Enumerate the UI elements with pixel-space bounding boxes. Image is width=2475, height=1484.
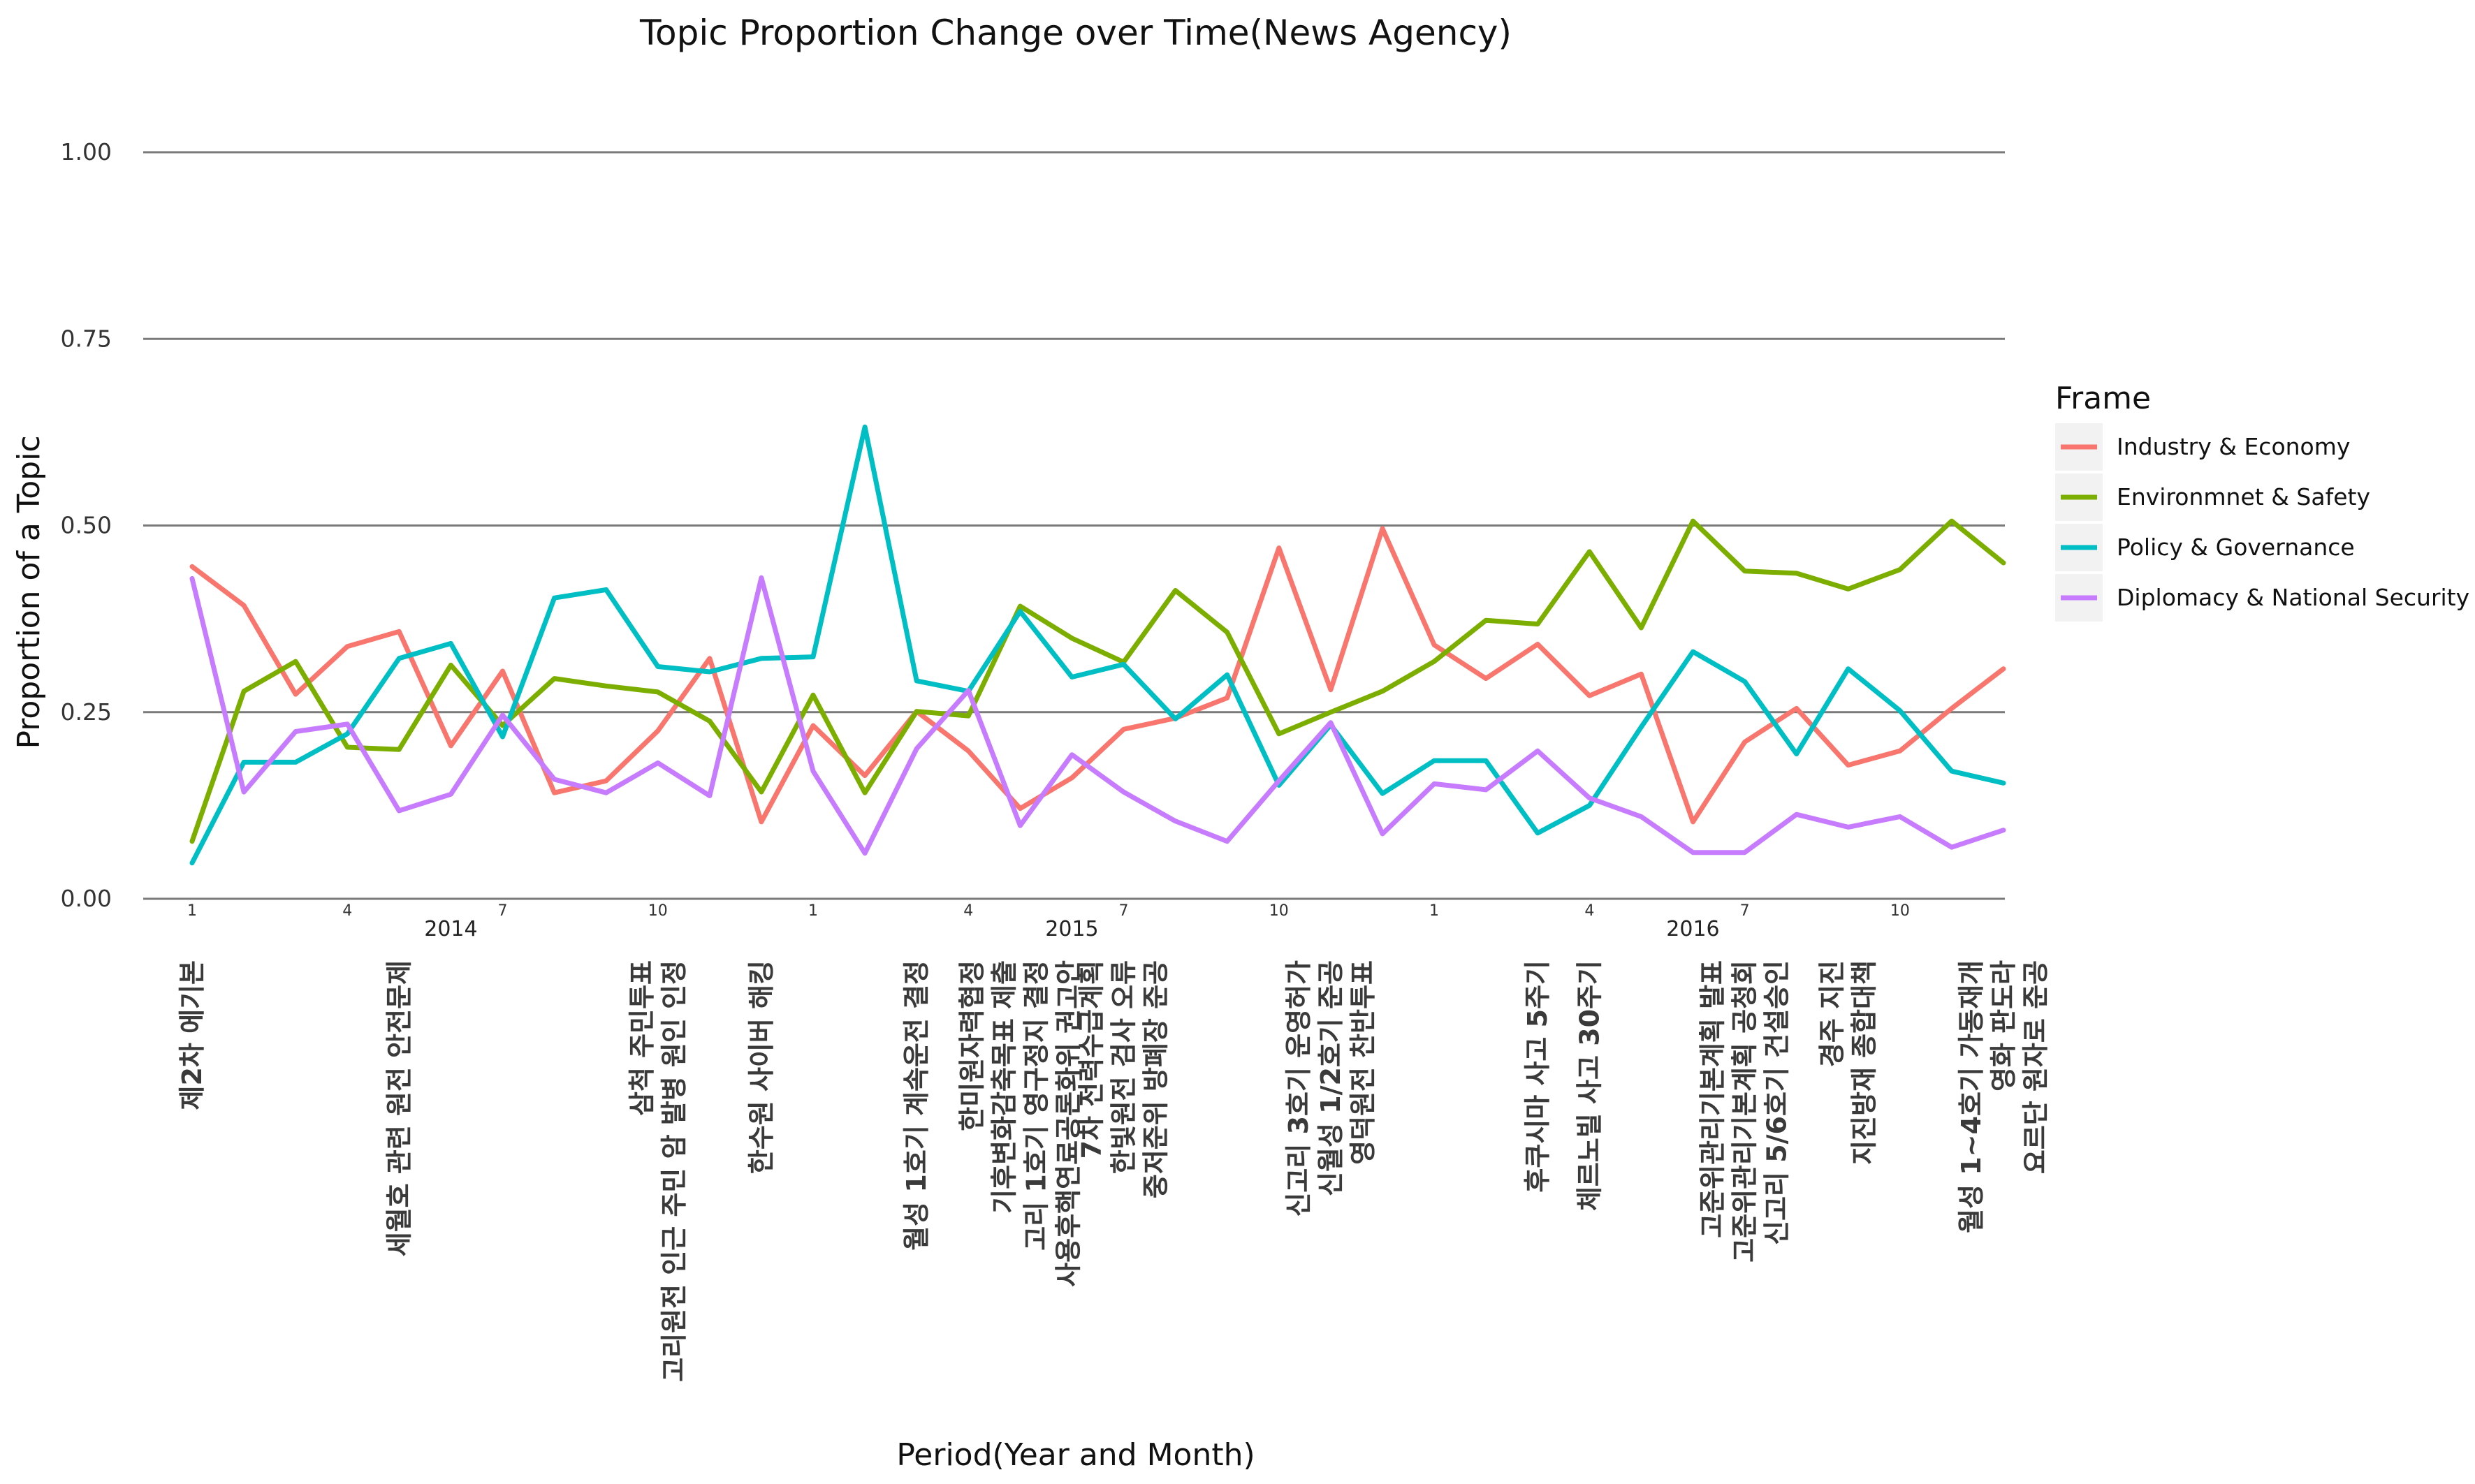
legend-title: Frame bbox=[2055, 381, 2151, 416]
y-tick-label: 0.50 bbox=[61, 512, 112, 539]
chart-title: Topic Proportion Change over Time(News A… bbox=[639, 13, 1512, 53]
event-annotation: 신고리 3호기 운영허가 bbox=[1283, 960, 1314, 1217]
event-annotation: 기후변화감축목표 제출 bbox=[988, 960, 1019, 1214]
legend-label: Diplomacy & National Security bbox=[2117, 584, 2469, 611]
x-tick-label: 1 bbox=[808, 902, 818, 920]
event-annotation: 경주 지진 bbox=[1817, 960, 1848, 1067]
event-annotation: 삼척 주민투표 bbox=[627, 960, 657, 1116]
legend-label: Environmnet & Safety bbox=[2117, 483, 2370, 510]
event-annotation: 체르노빌 사고 30주기 bbox=[1574, 960, 1605, 1211]
x-tick-label: 4 bbox=[342, 902, 352, 920]
x-tick-label: 10 bbox=[648, 902, 668, 920]
year-labels: 2014 2015 2016 bbox=[424, 917, 1719, 941]
legend-label: Industry & Economy bbox=[2117, 433, 2350, 460]
x-tick-label: 1 bbox=[1429, 902, 1439, 920]
event-annotation: 한미원자력협정 bbox=[956, 960, 987, 1131]
x-tick-label: 4 bbox=[1584, 902, 1594, 920]
x-tick-label: 7 bbox=[498, 902, 508, 920]
y-tick-label: 0.00 bbox=[61, 885, 112, 912]
series-line bbox=[189, 424, 2006, 866]
series-line bbox=[189, 518, 2006, 844]
x-tick-labels: 1 4 7 10 1 4 7 10 1 4 7 10 bbox=[187, 902, 1910, 920]
event-annotation: 제2차 에기본 bbox=[177, 960, 207, 1110]
year-label: 2015 bbox=[1045, 917, 1098, 941]
legend-label: Policy & Governance bbox=[2117, 534, 2355, 561]
y-tick-label: 0.75 bbox=[61, 325, 112, 352]
event-annotation: 한빛원전 검사 오류 bbox=[1109, 960, 1139, 1174]
year-label: 2014 bbox=[424, 917, 477, 941]
legend: Frame Industry & Economy Environmnet & Sa… bbox=[2055, 381, 2469, 622]
event-annotation: 신고리 5/6호기 건설승인 bbox=[1762, 960, 1793, 1245]
series-line bbox=[189, 575, 2006, 856]
x-tick-label: 10 bbox=[1890, 902, 1910, 920]
y-tick-label: 1.00 bbox=[61, 138, 112, 166]
x-tick-label: 7 bbox=[1740, 902, 1750, 920]
x-tick-label: 7 bbox=[1119, 902, 1129, 920]
grid-lines bbox=[143, 151, 2005, 900]
event-annotation: 고리 1호기 영구정지 결정 bbox=[1021, 960, 1051, 1251]
event-annotation: 영화 판도라 bbox=[1988, 960, 2019, 1092]
x-axis-title: Period(Year and Month) bbox=[896, 1437, 1255, 1473]
event-annotation: 중저준위 방폐장 준공 bbox=[1141, 960, 1171, 1198]
event-annotation: 사용후핵연료공론화위 권고안 bbox=[1053, 960, 1083, 1287]
x-tick-label: 1 bbox=[187, 902, 197, 920]
year-label: 2016 bbox=[1666, 917, 1719, 941]
series-lines bbox=[189, 424, 2006, 866]
y-axis-title: Proportion of a Topic bbox=[11, 435, 47, 749]
y-tick-labels: 0.00 0.25 0.50 0.75 1.00 bbox=[61, 138, 112, 912]
event-annotation: 고준위관리기본계획 발표 bbox=[1698, 960, 1728, 1238]
x-tick-label: 10 bbox=[1269, 902, 1289, 920]
event-annotation: 영덕원전 찬반투표 bbox=[1348, 960, 1378, 1165]
event-annotation: 세월호 관련 원전 안전문제 bbox=[384, 960, 414, 1256]
event-annotation: 고리원전 인근 주민 암 발병 원인 인정 bbox=[659, 960, 689, 1382]
event-annotation: 월성 1~4호기 가동재개 bbox=[1956, 960, 1987, 1233]
event-annotation: 한수원 사이버 해킹 bbox=[746, 960, 777, 1174]
y-tick-label: 0.25 bbox=[61, 698, 112, 726]
event-annotation: 후쿠시마 사고 5주기 bbox=[1522, 960, 1553, 1193]
event-annotation: 지진방재 종합대책 bbox=[1849, 960, 1880, 1165]
event-annotation: 월성 1호기 계속운전 결정 bbox=[901, 960, 932, 1251]
event-annotation: 7차 전력수급계획 bbox=[1076, 960, 1107, 1159]
series-line bbox=[189, 526, 2006, 825]
x-tick-label: 4 bbox=[963, 902, 973, 920]
event-annotation: 요르단 원자로 준공 bbox=[2020, 960, 2051, 1174]
event-annotation: 신월성 1/2호기 준공 bbox=[1315, 960, 1346, 1196]
event-annotation: 고준위관리기본계획 공청회 bbox=[1730, 960, 1760, 1263]
event-annotations: 제2차 에기본 세월호 관련 원전 안전문제 삼척 주민투표 고리원전 인근 주민 암… bbox=[177, 960, 2051, 1382]
